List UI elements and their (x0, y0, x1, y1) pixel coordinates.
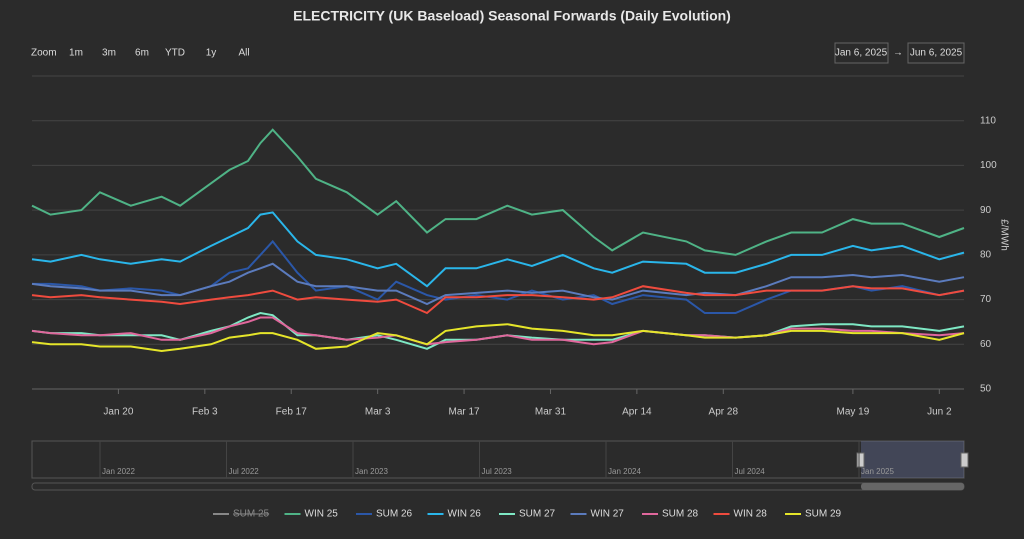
legend-label: SUM 25 (233, 509, 270, 520)
series-line (31, 128, 965, 256)
legend-label: WIN 28 (734, 509, 768, 520)
navigator-handle[interactable] (856, 452, 865, 468)
legend-label: WIN 25 (305, 509, 339, 520)
legend-label: SUM 26 (376, 509, 413, 520)
legend-label: SUM 28 (662, 509, 699, 520)
x-tick-label: Mar 31 (535, 407, 567, 418)
range-button[interactable]: 6m (135, 48, 149, 59)
legend-label: WIN 27 (591, 509, 625, 520)
series-line (31, 262, 965, 306)
series-line (31, 316, 965, 346)
range-button[interactable]: All (238, 48, 249, 59)
navigator-label: Jan 2024 (608, 467, 641, 476)
y-tick-label: 60 (980, 339, 992, 350)
zoom-label: Zoom (31, 48, 57, 59)
series-line (31, 211, 965, 288)
y-tick-label: 110 (980, 115, 996, 126)
series-line (31, 285, 965, 315)
scrollbar-thumb[interactable] (861, 483, 964, 490)
legend-item[interactable]: WIN 27 (570, 509, 625, 520)
y-tick-label: 100 (980, 160, 997, 171)
range-selector: Zoom Jan 6, 2025 → Jun 6, 2025 (31, 42, 965, 64)
legend-item[interactable]: SUM 25 (213, 509, 270, 520)
y-tick-label: 80 (980, 249, 992, 260)
x-tick-label: Jan 20 (103, 407, 133, 418)
range-button[interactable]: 1m (69, 48, 83, 59)
y-tick-label: 50 (980, 384, 992, 395)
date-to[interactable]: Jun 6, 2025 (910, 48, 963, 59)
legend-label: SUM 27 (519, 509, 556, 520)
series-line (31, 323, 965, 353)
legend-label: SUM 29 (805, 509, 842, 520)
y-tick-label: 70 (980, 294, 992, 305)
date-input-box[interactable] (907, 42, 965, 64)
legend-item[interactable]: SUM 27 (499, 509, 556, 520)
x-tick-label: Mar 17 (448, 407, 480, 418)
x-tick-label: Feb 3 (192, 407, 218, 418)
navigator-label: Jul 2022 (229, 467, 260, 476)
legend-item[interactable]: WIN 28 (713, 509, 768, 520)
x-tick-label: May 19 (837, 407, 870, 418)
legend-item[interactable]: SUM 28 (642, 509, 699, 520)
legend-item[interactable]: WIN 25 (284, 509, 339, 520)
range-button[interactable]: YTD (165, 48, 185, 59)
x-tick-label: Apr 14 (622, 407, 652, 418)
legend-item[interactable]: WIN 26 (427, 509, 482, 520)
date-from[interactable]: Jan 6, 2025 (835, 48, 888, 59)
x-tick-label: Apr 28 (709, 407, 739, 418)
navigator-label: Jul 2023 (482, 467, 513, 476)
navigator-label: Jan 2022 (102, 467, 135, 476)
date-input-box[interactable] (834, 42, 889, 64)
legend-item[interactable]: SUM 29 (785, 509, 842, 520)
y-axis-label: £/MWh (998, 219, 1009, 251)
navigator-selection[interactable] (861, 441, 964, 478)
navigator-label: Jul 2024 (735, 467, 766, 476)
date-separator: → (893, 48, 903, 59)
range-button[interactable]: 3m (102, 48, 116, 59)
navigator-handle[interactable] (960, 452, 969, 468)
x-tick-label: Mar 3 (365, 407, 391, 418)
legend-label: WIN 26 (448, 509, 482, 520)
navigator-label: Jan 2025 (861, 467, 894, 476)
y-tick-label: 90 (980, 205, 992, 216)
range-button[interactable]: 1y (206, 48, 217, 59)
chart-title: ELECTRICITY (UK Baseload) Seasonal Forwa… (293, 8, 731, 24)
x-tick-label: Feb 17 (276, 407, 308, 418)
legend-item[interactable]: SUM 26 (356, 509, 413, 520)
x-tick-label: Jun 2 (927, 407, 952, 418)
navigator-label: Jan 2023 (355, 467, 388, 476)
